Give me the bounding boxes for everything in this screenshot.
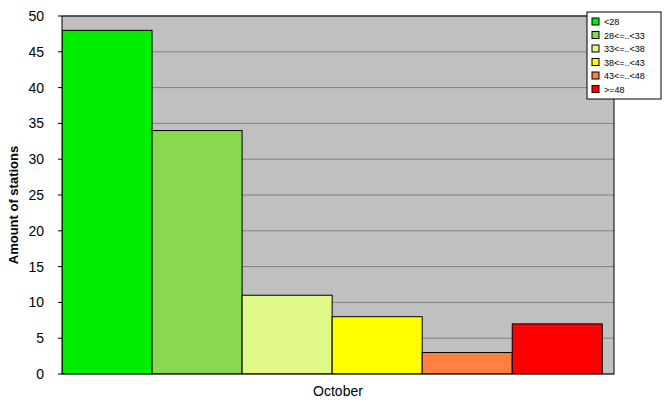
category-label: October [313,383,363,399]
tick-mark [58,51,62,52]
legend-swatch [592,18,599,25]
tick-label: 5 [36,330,44,346]
tick-mark [58,87,62,88]
tick-mark [58,16,62,17]
legend-label: 33<=..<38 [604,44,645,54]
legend-label: >=48 [604,85,625,95]
legend-box [587,12,661,99]
bar [62,30,152,374]
legend-label: <28 [604,17,619,27]
bars [62,30,602,374]
chart: 0 5 10 15 20 25 30 35 40 45 50 October Amount of sta… [0,0,667,415]
legend-swatch [592,72,599,79]
legend-swatch [592,45,599,52]
legend-swatch [592,86,599,93]
legend: <28 28<=..<33 33<=..<38 38<=..<43 43<=..<48 >… [587,12,661,99]
tick-label: 45 [28,44,44,60]
bar [332,317,422,374]
tick-label: 15 [28,259,44,275]
tick-label: 10 [28,294,44,310]
tick-label: 20 [28,223,44,239]
bar [512,324,602,374]
plot-background [62,16,614,374]
axis-title: Amount of stations [6,146,21,264]
tick-label: 30 [28,151,44,167]
tick-label: 50 [28,8,44,24]
tick-label: 25 [28,187,44,203]
tick-mark [58,159,62,160]
bar [422,353,512,374]
bar [242,295,332,374]
tick-mark [58,266,62,267]
tick-mark [58,302,62,303]
tick-mark [58,338,62,339]
tick-label: 0 [36,366,44,382]
legend-swatch [592,32,599,39]
bar [152,131,242,374]
tick-label: 40 [28,80,44,96]
legend-label: 38<=..<43 [604,58,645,68]
legend-label: 28<=..<33 [604,31,645,41]
tick-mark [58,195,62,196]
legend-label: 43<=..<48 [604,71,645,81]
tick-mark [58,374,62,375]
tick-mark [58,123,62,124]
tick-mark [58,230,62,231]
tick-label: 35 [28,115,44,131]
plot-frame [62,16,614,374]
legend-swatch [592,59,599,66]
